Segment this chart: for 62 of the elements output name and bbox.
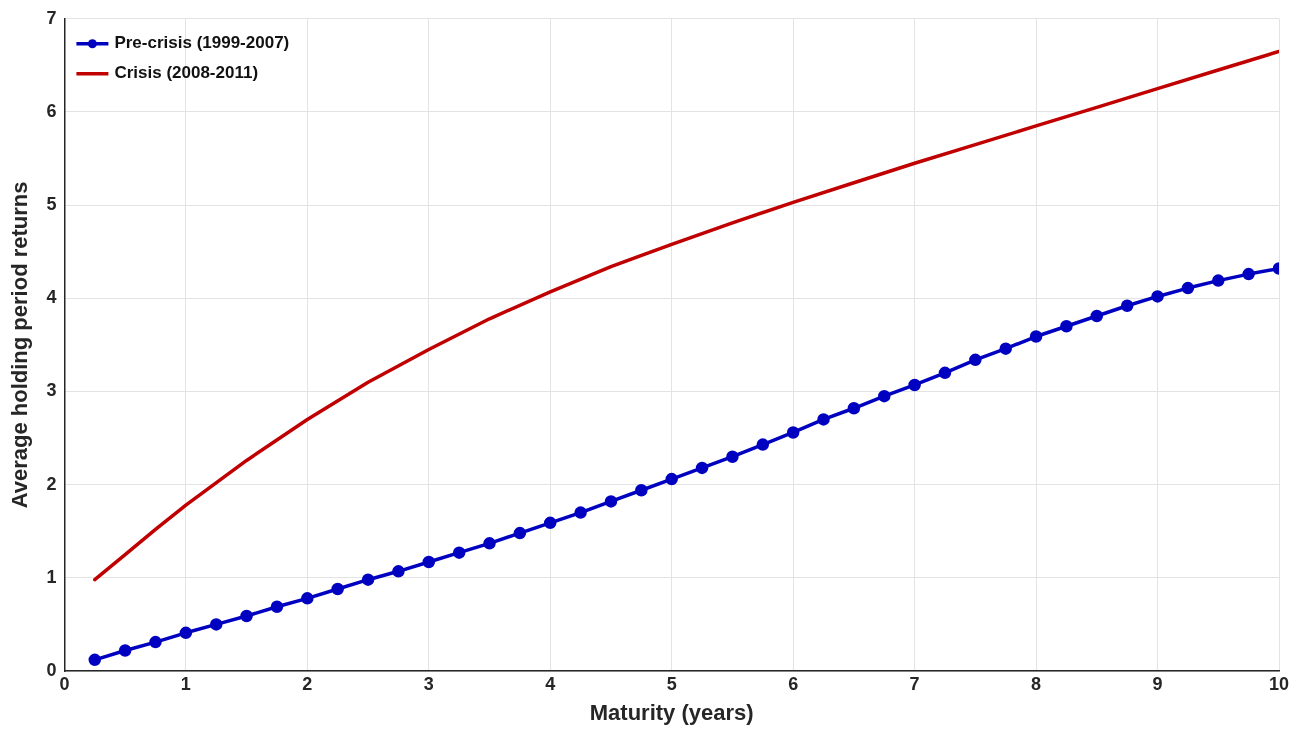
- point: [361, 573, 375, 586]
- point: [1242, 267, 1255, 281]
- point: [331, 582, 344, 596]
- x-tick-label: 3: [423, 673, 434, 694]
- point: [574, 506, 587, 519]
- y-tick-label: 0: [46, 659, 57, 680]
- y-axis-title: Average holding period returns: [7, 181, 33, 509]
- point: [1181, 281, 1195, 295]
- x-tick-label: 9: [1152, 673, 1163, 694]
- y-tick-label: 6: [46, 100, 57, 121]
- point: [270, 600, 284, 613]
- y-tick-label: 5: [46, 194, 57, 215]
- x-tick-label: 2: [302, 673, 313, 694]
- point: [938, 366, 952, 380]
- point: [422, 555, 436, 569]
- point: [513, 526, 527, 540]
- point: [817, 413, 830, 426]
- x-tick-label: 4: [545, 673, 556, 694]
- y-tick-label: 1: [46, 566, 57, 587]
- point: [544, 516, 557, 530]
- point: [726, 450, 739, 463]
- x-tick-label: 7: [909, 673, 920, 694]
- point: [969, 353, 982, 367]
- point: [999, 342, 1012, 355]
- x-tick-label: 5: [666, 673, 677, 694]
- point: [635, 484, 648, 497]
- point: [908, 378, 921, 392]
- point: [1151, 290, 1164, 303]
- x-tick-label: 0: [59, 673, 70, 694]
- y-tick-label: 4: [46, 287, 57, 308]
- point: [483, 537, 496, 550]
- point: [209, 618, 223, 631]
- point: [1212, 274, 1225, 287]
- x-tick-label: 6: [788, 673, 799, 694]
- point: [695, 461, 709, 475]
- point: [301, 592, 314, 605]
- point: [1029, 330, 1043, 343]
- point: [1060, 320, 1073, 333]
- point: [847, 402, 861, 415]
- y-tick-label: 2: [46, 473, 57, 494]
- point: [756, 438, 770, 451]
- point: [1120, 299, 1134, 313]
- point: [240, 609, 253, 623]
- point: [118, 644, 132, 657]
- point: [878, 389, 891, 403]
- x-tick-label: 8: [1031, 673, 1042, 694]
- point: [392, 565, 405, 578]
- point: [786, 426, 800, 439]
- point: [1090, 309, 1104, 323]
- x-tick-label: 10: [1268, 673, 1290, 694]
- y-tick-label: 7: [46, 7, 57, 28]
- legend-label: Pre-crisis (1999-2007): [114, 33, 290, 53]
- x-axis-title: Maturity (years): [589, 699, 754, 725]
- point: [88, 653, 102, 667]
- legend-label: Crisis (2008-2011): [114, 63, 259, 83]
- point: [665, 472, 678, 486]
- x-tick-label: 1: [180, 673, 191, 694]
- point: [604, 495, 618, 508]
- point: [452, 546, 466, 559]
- point: [179, 626, 193, 640]
- point: [149, 635, 162, 649]
- y-tick-label: 3: [46, 380, 57, 401]
